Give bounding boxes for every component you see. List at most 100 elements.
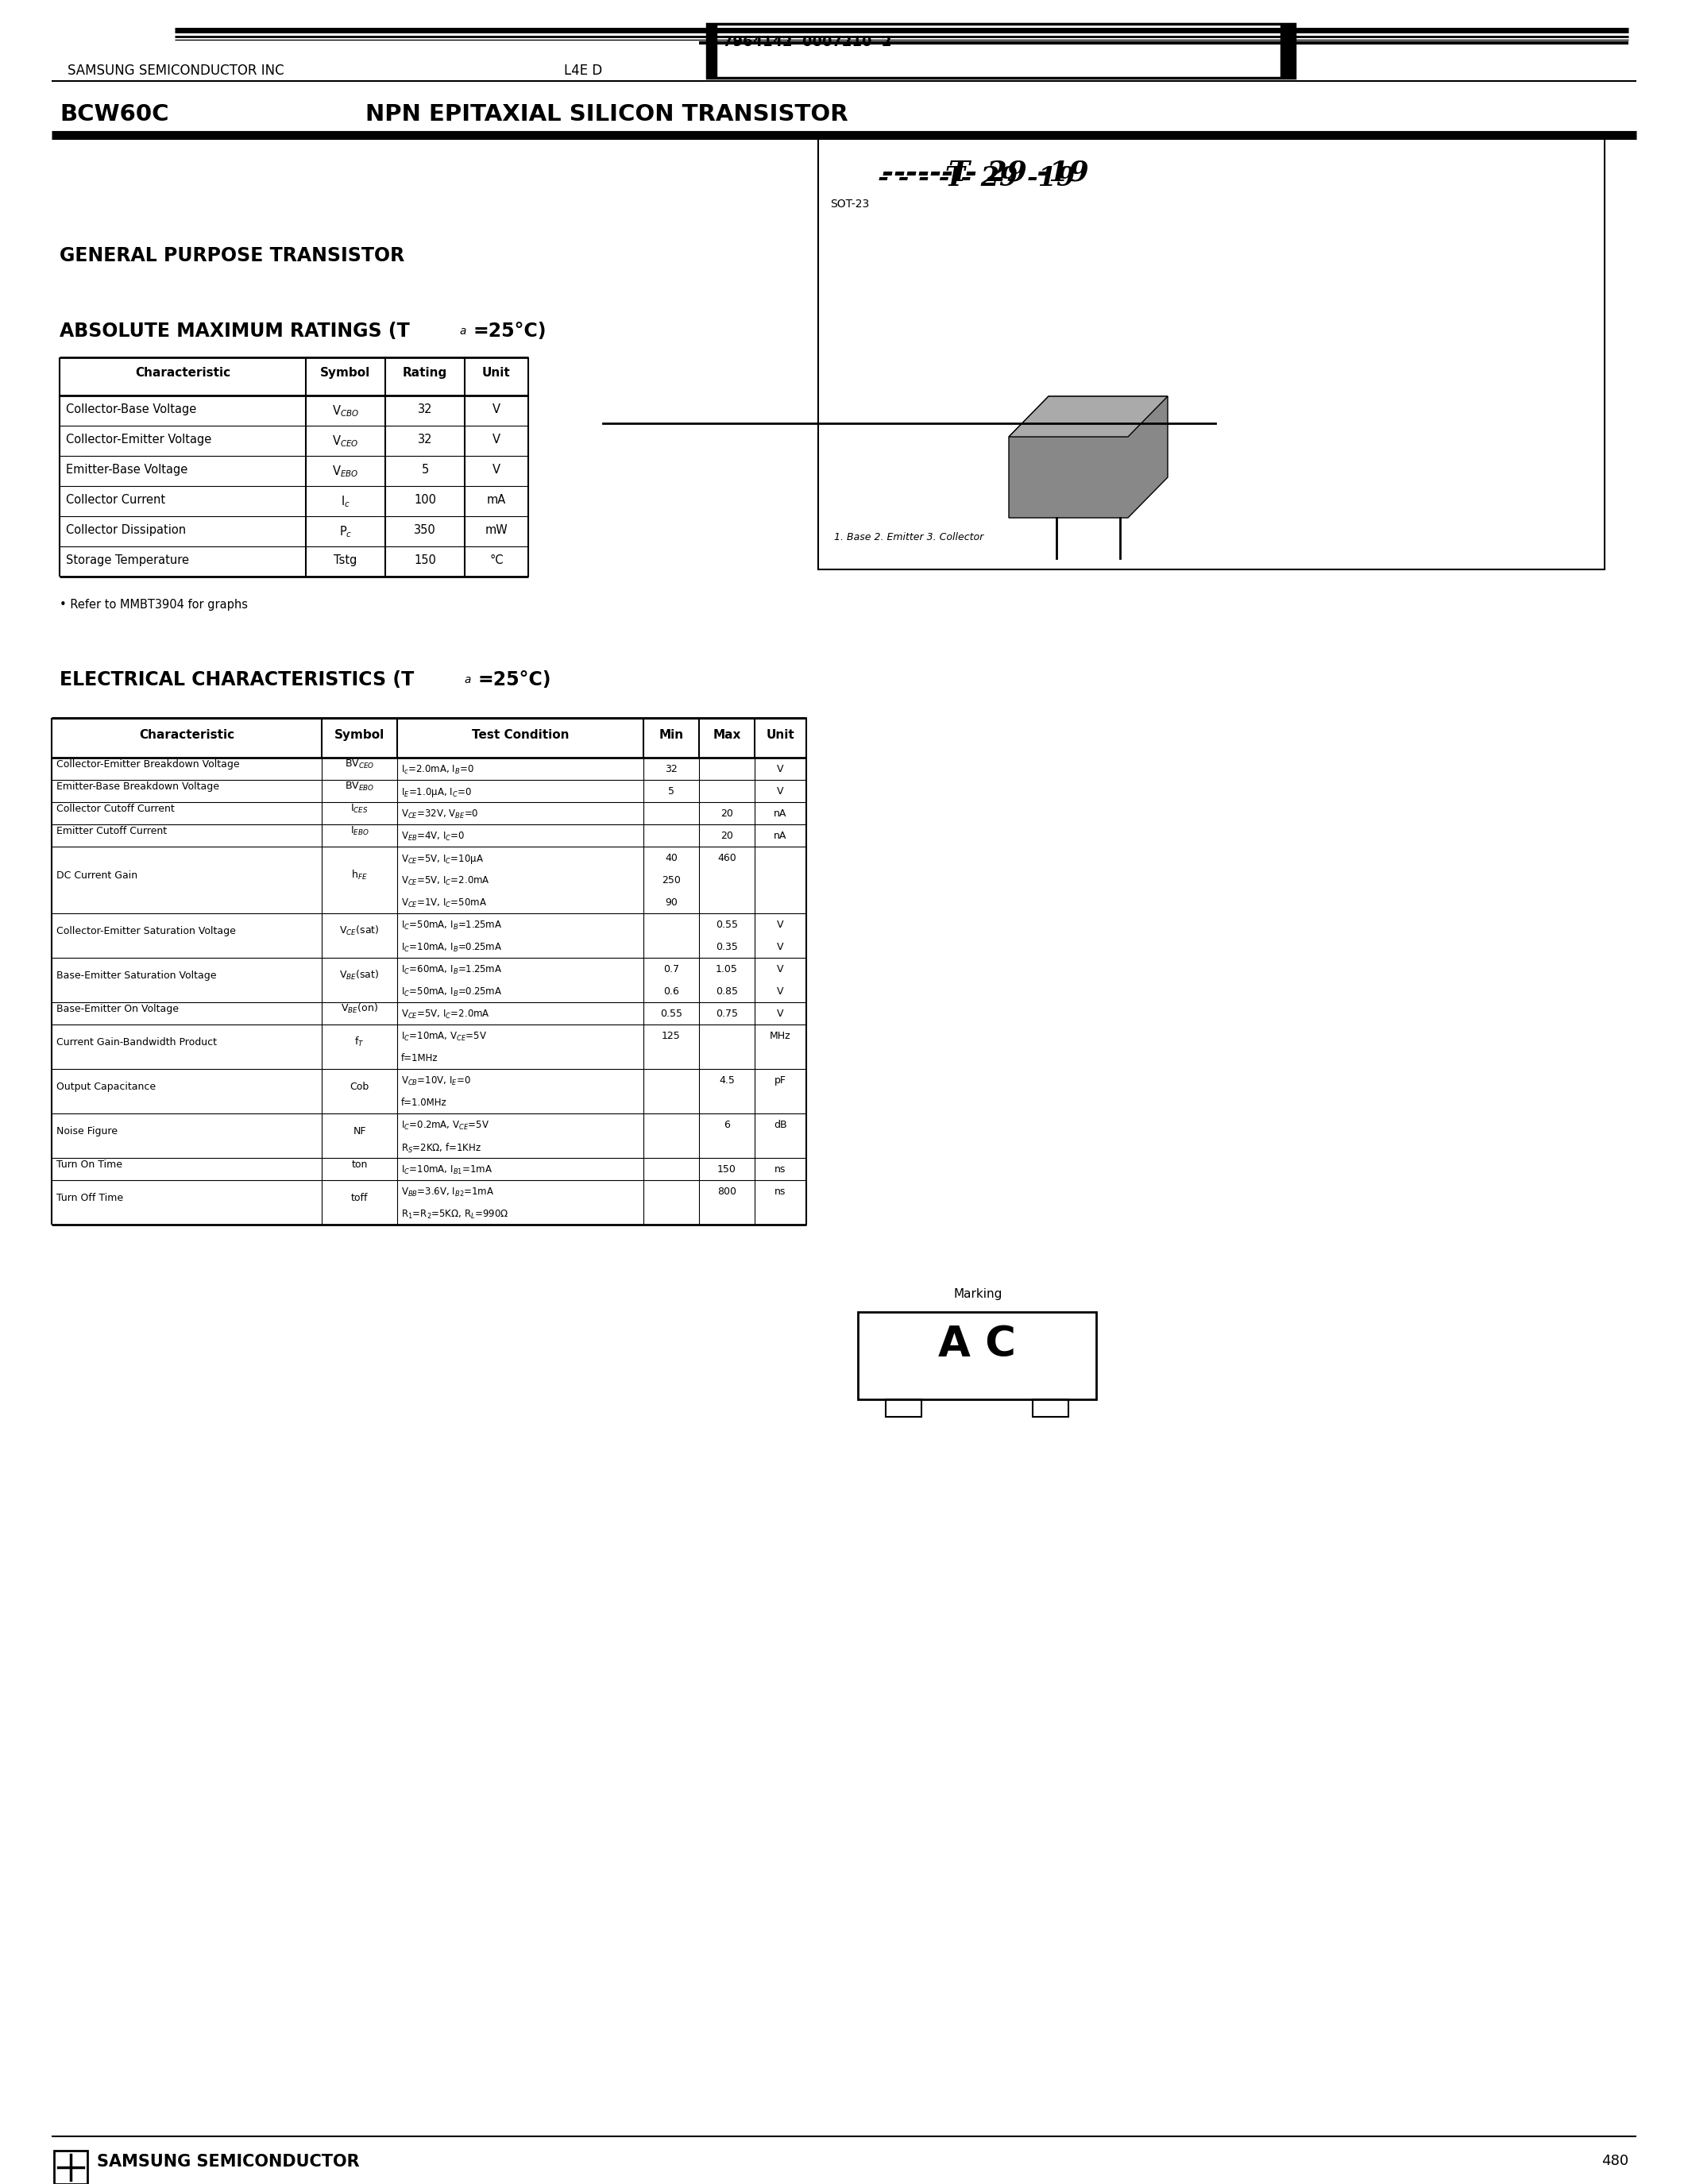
Text: • Refer to MMBT3904 for graphs: • Refer to MMBT3904 for graphs (59, 598, 248, 612)
Text: mW: mW (484, 524, 508, 535)
Text: Marking: Marking (954, 1289, 1003, 1299)
Text: V: V (776, 963, 783, 974)
Text: 125: 125 (662, 1031, 680, 1042)
Text: 0.6: 0.6 (663, 987, 679, 996)
Text: Turn On Time: Turn On Time (56, 1160, 122, 1168)
Text: Test Condition: Test Condition (471, 729, 569, 740)
Text: V$_{BE}$(sat): V$_{BE}$(sat) (339, 970, 380, 981)
Text: V: V (776, 786, 783, 797)
Text: 800: 800 (717, 1186, 736, 1197)
Text: 4.5: 4.5 (719, 1075, 734, 1085)
Text: ------T- 29 -19: ------T- 29 -19 (881, 159, 1089, 186)
Text: Base-Emitter On Voltage: Base-Emitter On Voltage (56, 1002, 179, 1013)
Text: Noise Figure: Noise Figure (56, 1125, 118, 1136)
Text: I$_C$=50mA, I$_B$=0.25mA: I$_C$=50mA, I$_B$=0.25mA (402, 987, 501, 998)
Text: V: V (493, 435, 500, 446)
Text: dB: dB (773, 1120, 787, 1129)
Text: f$_T$: f$_T$ (354, 1035, 365, 1048)
Text: $_a$: $_a$ (464, 670, 471, 686)
Text: I$_E$=1.0μA, I$_C$=0: I$_E$=1.0μA, I$_C$=0 (402, 786, 471, 799)
Text: V: V (493, 404, 500, 415)
Text: 150: 150 (717, 1164, 736, 1175)
Bar (54, 2151, 88, 2184)
Text: Characteristic: Characteristic (135, 367, 230, 378)
Text: I$_c$: I$_c$ (341, 494, 351, 509)
Text: V$_{CE}$=5V, I$_C$=10μA: V$_{CE}$=5V, I$_C$=10μA (402, 854, 484, 865)
Text: Characteristic: Characteristic (138, 729, 235, 740)
Text: BCW60C: BCW60C (59, 103, 169, 124)
Text: 40: 40 (665, 854, 677, 863)
Text: ELECTRICAL CHARACTERISTICS (T: ELECTRICAL CHARACTERISTICS (T (59, 670, 414, 690)
Text: R$_1$=R$_2$=5KΩ, R$_L$=990Ω: R$_1$=R$_2$=5KΩ, R$_L$=990Ω (402, 1208, 508, 1221)
Text: I$_C$=50mA, I$_B$=1.25mA: I$_C$=50mA, I$_B$=1.25mA (402, 919, 501, 933)
Text: P$_c$: P$_c$ (339, 524, 353, 539)
Text: 0.55: 0.55 (716, 919, 738, 930)
Text: mA: mA (486, 494, 506, 507)
Text: V$_{CE}$=5V, I$_C$=2.0mA: V$_{CE}$=5V, I$_C$=2.0mA (402, 1009, 490, 1020)
Text: Unit: Unit (766, 729, 795, 740)
Text: nA: nA (773, 830, 787, 841)
Text: Rating: Rating (403, 367, 447, 378)
Text: Collector-Emitter Voltage: Collector-Emitter Voltage (66, 435, 211, 446)
Text: Base-Emitter Saturation Voltage: Base-Emitter Saturation Voltage (56, 970, 216, 981)
Text: Turn Off Time: Turn Off Time (56, 1192, 123, 1203)
Text: 460: 460 (717, 854, 736, 863)
Text: 0.55: 0.55 (660, 1009, 682, 1020)
Text: V$_{EBO}$: V$_{EBO}$ (333, 463, 360, 478)
Bar (707, 24, 1295, 79)
Text: I$_{EBO}$: I$_{EBO}$ (349, 826, 370, 836)
Text: I$_{CES}$: I$_{CES}$ (351, 802, 368, 815)
Text: GENERAL PURPOSE TRANSISTOR: GENERAL PURPOSE TRANSISTOR (59, 247, 405, 264)
Text: 1.05: 1.05 (716, 963, 738, 974)
Text: I$_C$=10mA, I$_B$=0.25mA: I$_C$=10mA, I$_B$=0.25mA (402, 941, 501, 954)
Text: A C: A C (939, 1324, 1016, 1365)
Text: Collector-Emitter Saturation Voltage: Collector-Emitter Saturation Voltage (56, 926, 236, 937)
Text: I$_C$=10mA, V$_{CE}$=5V: I$_C$=10mA, V$_{CE}$=5V (402, 1031, 488, 1042)
Text: Cob: Cob (349, 1081, 370, 1092)
Text: Unit: Unit (483, 367, 511, 378)
Text: I$_c$=2.0mA, I$_B$=0: I$_c$=2.0mA, I$_B$=0 (402, 764, 474, 775)
Text: Collector Dissipation: Collector Dissipation (66, 524, 186, 535)
Text: Current Gain-Bandwidth Product: Current Gain-Bandwidth Product (56, 1037, 216, 1046)
Text: 32: 32 (417, 404, 432, 415)
Text: DC Current Gain: DC Current Gain (56, 869, 137, 880)
Text: I$_C$=10mA, I$_{B1}$=1mA: I$_C$=10mA, I$_{B1}$=1mA (402, 1164, 493, 1177)
Text: ABSOLUTE MAXIMUM RATINGS (T: ABSOLUTE MAXIMUM RATINGS (T (59, 321, 410, 341)
Text: V: V (493, 463, 500, 476)
Text: 32: 32 (417, 435, 432, 446)
Bar (858, 1313, 1096, 1400)
Bar (886, 1400, 922, 1417)
Text: Symbol: Symbol (321, 367, 371, 378)
Text: 0.35: 0.35 (716, 941, 738, 952)
Text: Collector Current: Collector Current (66, 494, 165, 507)
Text: Storage Temperature: Storage Temperature (66, 555, 189, 566)
Text: ns: ns (775, 1164, 787, 1175)
Text: f=1.0MHz: f=1.0MHz (402, 1099, 447, 1107)
Text: I$_C$=0.2mA, V$_{CE}$=5V: I$_C$=0.2mA, V$_{CE}$=5V (402, 1120, 490, 1131)
Text: 0.75: 0.75 (716, 1009, 738, 1020)
Text: 20: 20 (721, 808, 733, 819)
Text: 6: 6 (724, 1120, 729, 1129)
Text: Collector Cutoff Current: Collector Cutoff Current (56, 804, 174, 815)
Text: 32: 32 (665, 764, 677, 775)
Text: ton: ton (351, 1160, 368, 1168)
Text: V$_{EB}$=4V, I$_C$=0: V$_{EB}$=4V, I$_C$=0 (402, 830, 464, 843)
Text: NF: NF (353, 1125, 366, 1136)
Polygon shape (1009, 395, 1168, 518)
Text: V$_{CE}$(sat): V$_{CE}$(sat) (339, 924, 380, 937)
Text: R$_S$=2KΩ, f=1KHz: R$_S$=2KΩ, f=1KHz (402, 1142, 481, 1155)
Text: Emitter-Base Breakdown Voltage: Emitter-Base Breakdown Voltage (56, 782, 219, 791)
Text: Output Capacitance: Output Capacitance (56, 1081, 155, 1092)
Text: toff: toff (351, 1192, 368, 1203)
Text: V$_{CEO}$: V$_{CEO}$ (333, 435, 360, 448)
Text: 1. Base 2. Emitter 3. Collector: 1. Base 2. Emitter 3. Collector (834, 533, 984, 542)
Text: 5: 5 (668, 786, 675, 797)
Text: I$_C$=60mA, I$_B$=1.25mA: I$_C$=60mA, I$_B$=1.25mA (402, 963, 501, 976)
Text: BV$_{EBO}$: BV$_{EBO}$ (344, 780, 375, 793)
Text: Max: Max (712, 729, 741, 740)
Text: 90: 90 (665, 898, 677, 909)
Text: Tstg: Tstg (334, 555, 358, 566)
Text: V$_{CE}$=1V, I$_C$=50mA: V$_{CE}$=1V, I$_C$=50mA (402, 898, 488, 909)
Text: SAMSUNG SEMICONDUCTOR INC: SAMSUNG SEMICONDUCTOR INC (68, 63, 284, 79)
Text: 0.85: 0.85 (716, 987, 738, 996)
